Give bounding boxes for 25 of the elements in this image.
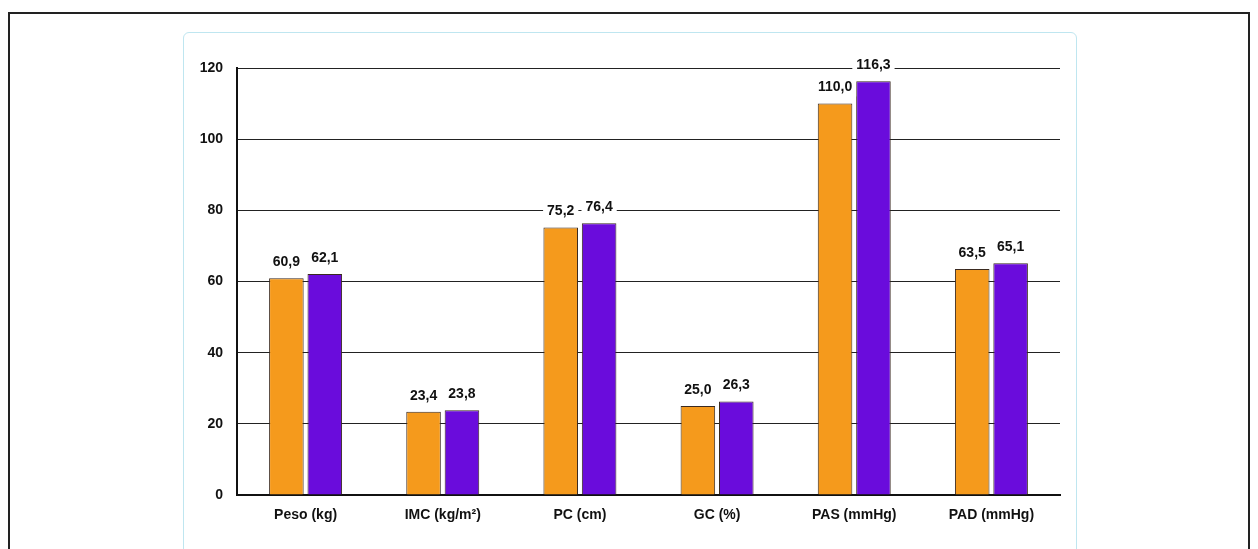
y-tick-label: 100 [199, 130, 224, 147]
x-tick-label: IMC (kg/m²) [404, 506, 481, 523]
data-label: 75,2 [547, 202, 575, 219]
data-label: 110,0 [817, 78, 853, 95]
x-tick-label: GC (%) [693, 506, 741, 523]
y-tick-label: 120 [199, 58, 224, 75]
data-label: 60,9 [272, 253, 301, 270]
y-tick-label: 20 [207, 414, 224, 431]
x-tick-label: PAD (mmHg) [948, 506, 1035, 523]
y-tick-label: 0 [215, 485, 224, 502]
data-label: 65,1 [996, 238, 1025, 255]
x-tick-label: PAS (mmHg) [811, 506, 897, 523]
y-tick-label: 80 [207, 201, 224, 218]
data-label: 23,8 [448, 385, 476, 402]
data-label: 26,3 [722, 376, 751, 393]
data-label: 25,0 [684, 380, 712, 397]
data-label: 63,5 [958, 243, 987, 260]
data-label: 62,1 [311, 248, 339, 265]
x-tick-label: PC (cm) [553, 506, 607, 523]
data-label: 116,3 [856, 56, 891, 73]
x-tick-label: Peso (kg) [274, 506, 338, 523]
y-tick-label: 40 [207, 343, 224, 360]
data-label: 23,4 [409, 386, 438, 403]
y-tick-label: 60 [207, 272, 224, 289]
data-label: 76,4 [585, 198, 613, 214]
